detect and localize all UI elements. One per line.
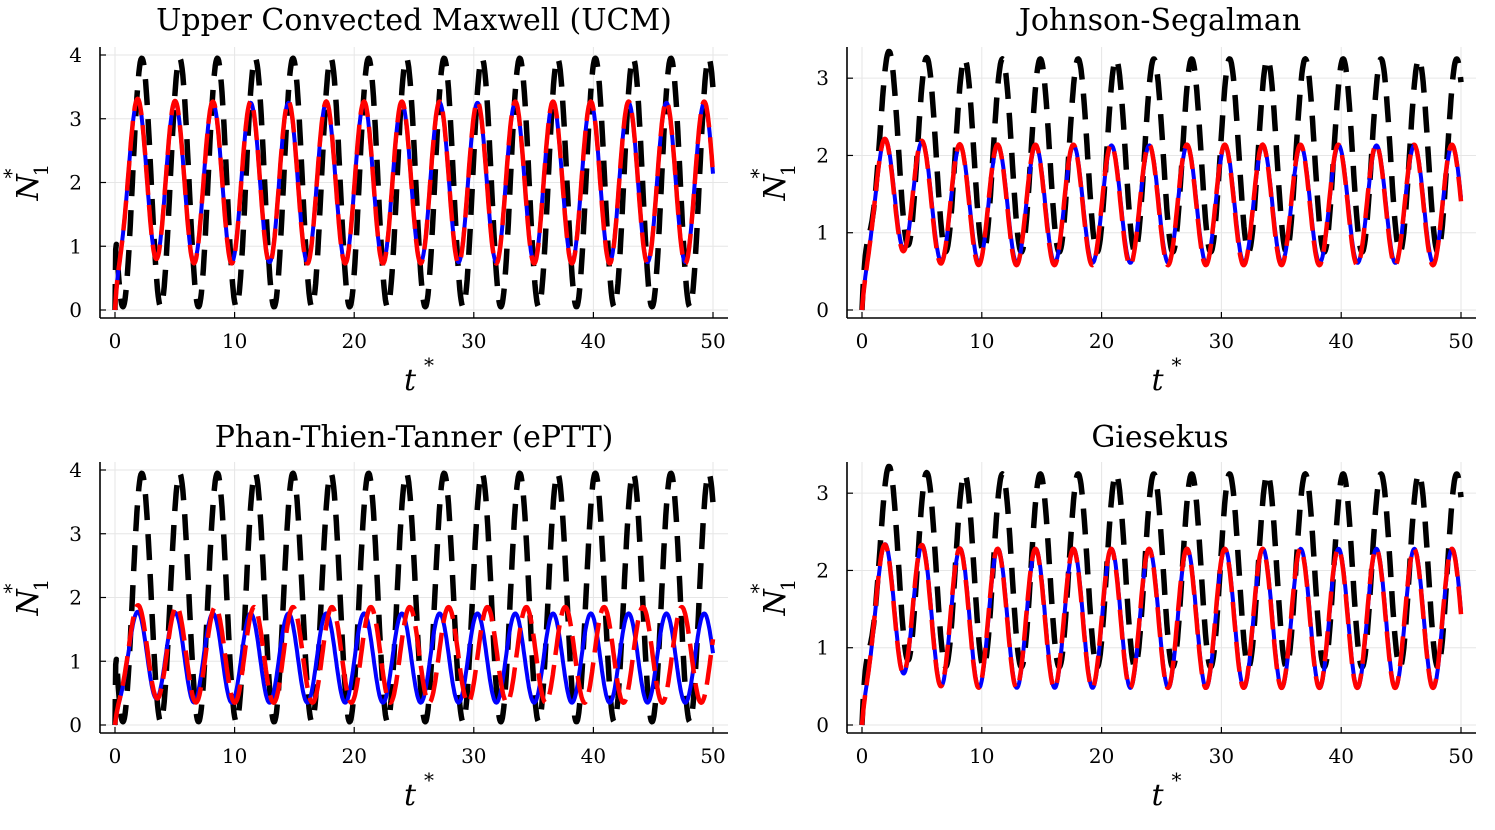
panel-1: 0 10 20 30 40 50 0 1 2 3 4 Upper Convected Maxwell … xyxy=(0,3,728,398)
y-axis-label-group: N* 1 xyxy=(0,164,53,202)
x-axis-label: t xyxy=(1151,778,1164,813)
x-tick-label: 30 xyxy=(1209,744,1234,768)
x-tick-label: 0 xyxy=(856,329,869,353)
panel-title: Phan-Thien-Tanner (ePTT) xyxy=(215,420,614,455)
x-tick-label: 30 xyxy=(461,744,486,768)
y-tick-label: 1 xyxy=(816,221,829,245)
y-axis-label: N xyxy=(758,588,793,617)
y-axis-label: N xyxy=(758,173,793,202)
y-tick-label: 2 xyxy=(69,171,82,195)
y-axis-label-group: N* 1 xyxy=(0,579,53,617)
y-tick-label: 0 xyxy=(69,713,82,737)
panel-title: Johnson-Segalman xyxy=(1016,3,1301,38)
y-tick-label: 1 xyxy=(69,649,82,673)
x-tick-label: 40 xyxy=(1328,744,1353,768)
y-axis-label-sup: * xyxy=(0,584,23,594)
x-tick-label: 0 xyxy=(856,744,869,768)
y-axis-label-sub: 1 xyxy=(776,164,800,177)
y-tick-label: 3 xyxy=(816,66,829,90)
x-tick-label: 0 xyxy=(109,329,122,353)
y-axis-label-sub: 1 xyxy=(29,579,53,592)
x-tick-label: 10 xyxy=(222,329,247,353)
series-line-black-dashed xyxy=(112,470,716,726)
x-tick-label: 40 xyxy=(1328,329,1353,353)
series-line-black-dashed xyxy=(112,55,716,311)
y-tick-label: 0 xyxy=(816,713,829,737)
x-axis-label: t xyxy=(404,778,417,813)
y-tick-label: 2 xyxy=(816,558,829,582)
y-tick-label: 4 xyxy=(69,43,82,67)
x-tick-label: 0 xyxy=(109,744,122,768)
x-axis-label-sup: * xyxy=(1172,768,1182,792)
x-tick-label: 30 xyxy=(1209,329,1234,353)
y-tick-label: 3 xyxy=(69,522,82,546)
y-axis-label-sub: 1 xyxy=(29,164,53,177)
x-tick-label: 40 xyxy=(581,329,606,353)
x-tick-label: 50 xyxy=(700,329,725,353)
panel-title: Upper Convected Maxwell (UCM) xyxy=(156,3,672,38)
x-axis-label: t xyxy=(404,363,417,398)
x-axis-label-sup: * xyxy=(424,353,434,377)
x-tick-label: 20 xyxy=(1089,329,1114,353)
x-tick-label: 10 xyxy=(969,744,994,768)
panel-3: 0 10 20 30 40 50 0 1 2 3 4 Phan-Thien-Tanner (ePTT)… xyxy=(0,420,728,813)
x-tick-label: 50 xyxy=(1448,329,1473,353)
y-tick-label: 1 xyxy=(816,636,829,660)
x-tick-label: 40 xyxy=(581,744,606,768)
x-axis-label: t xyxy=(1151,363,1164,398)
series-line-red-dashed xyxy=(859,542,1464,726)
y-axis-label-sup: * xyxy=(0,169,23,179)
x-tick-label: 50 xyxy=(1448,744,1473,768)
y-axis-label: N xyxy=(11,588,46,617)
y-tick-label: 0 xyxy=(816,298,829,322)
series-line-red-dashed xyxy=(112,96,716,311)
x-tick-label: 10 xyxy=(222,744,247,768)
series-line-blue xyxy=(113,609,715,726)
y-axis-label-group: N* 1 xyxy=(746,579,800,617)
x-tick-label: 10 xyxy=(969,329,994,353)
y-axis-label: N xyxy=(11,173,46,202)
x-tick-label: 20 xyxy=(341,744,366,768)
series-line-red-dashed xyxy=(859,136,1464,311)
y-tick-label: 2 xyxy=(69,586,82,610)
y-tick-label: 3 xyxy=(816,481,829,505)
y-axis-label-sup: * xyxy=(746,169,770,179)
x-tick-label: 20 xyxy=(341,329,366,353)
y-tick-label: 3 xyxy=(69,107,82,131)
y-axis-label-sub: 1 xyxy=(776,579,800,592)
y-tick-label: 4 xyxy=(69,458,82,482)
series-line-red-dashed xyxy=(112,603,716,726)
x-tick-label: 30 xyxy=(461,329,486,353)
y-axis-label-group: N* 1 xyxy=(746,164,800,202)
x-axis-label-sup: * xyxy=(424,768,434,792)
y-tick-label: 2 xyxy=(816,143,829,167)
y-tick-label: 0 xyxy=(69,298,82,322)
x-tick-label: 50 xyxy=(700,744,725,768)
y-tick-label: 1 xyxy=(69,234,82,258)
x-axis-label-sup: * xyxy=(1172,353,1182,377)
x-tick-label: 20 xyxy=(1089,744,1114,768)
panel-title: Giesekus xyxy=(1091,420,1228,455)
y-axis-label-sup: * xyxy=(746,584,770,594)
